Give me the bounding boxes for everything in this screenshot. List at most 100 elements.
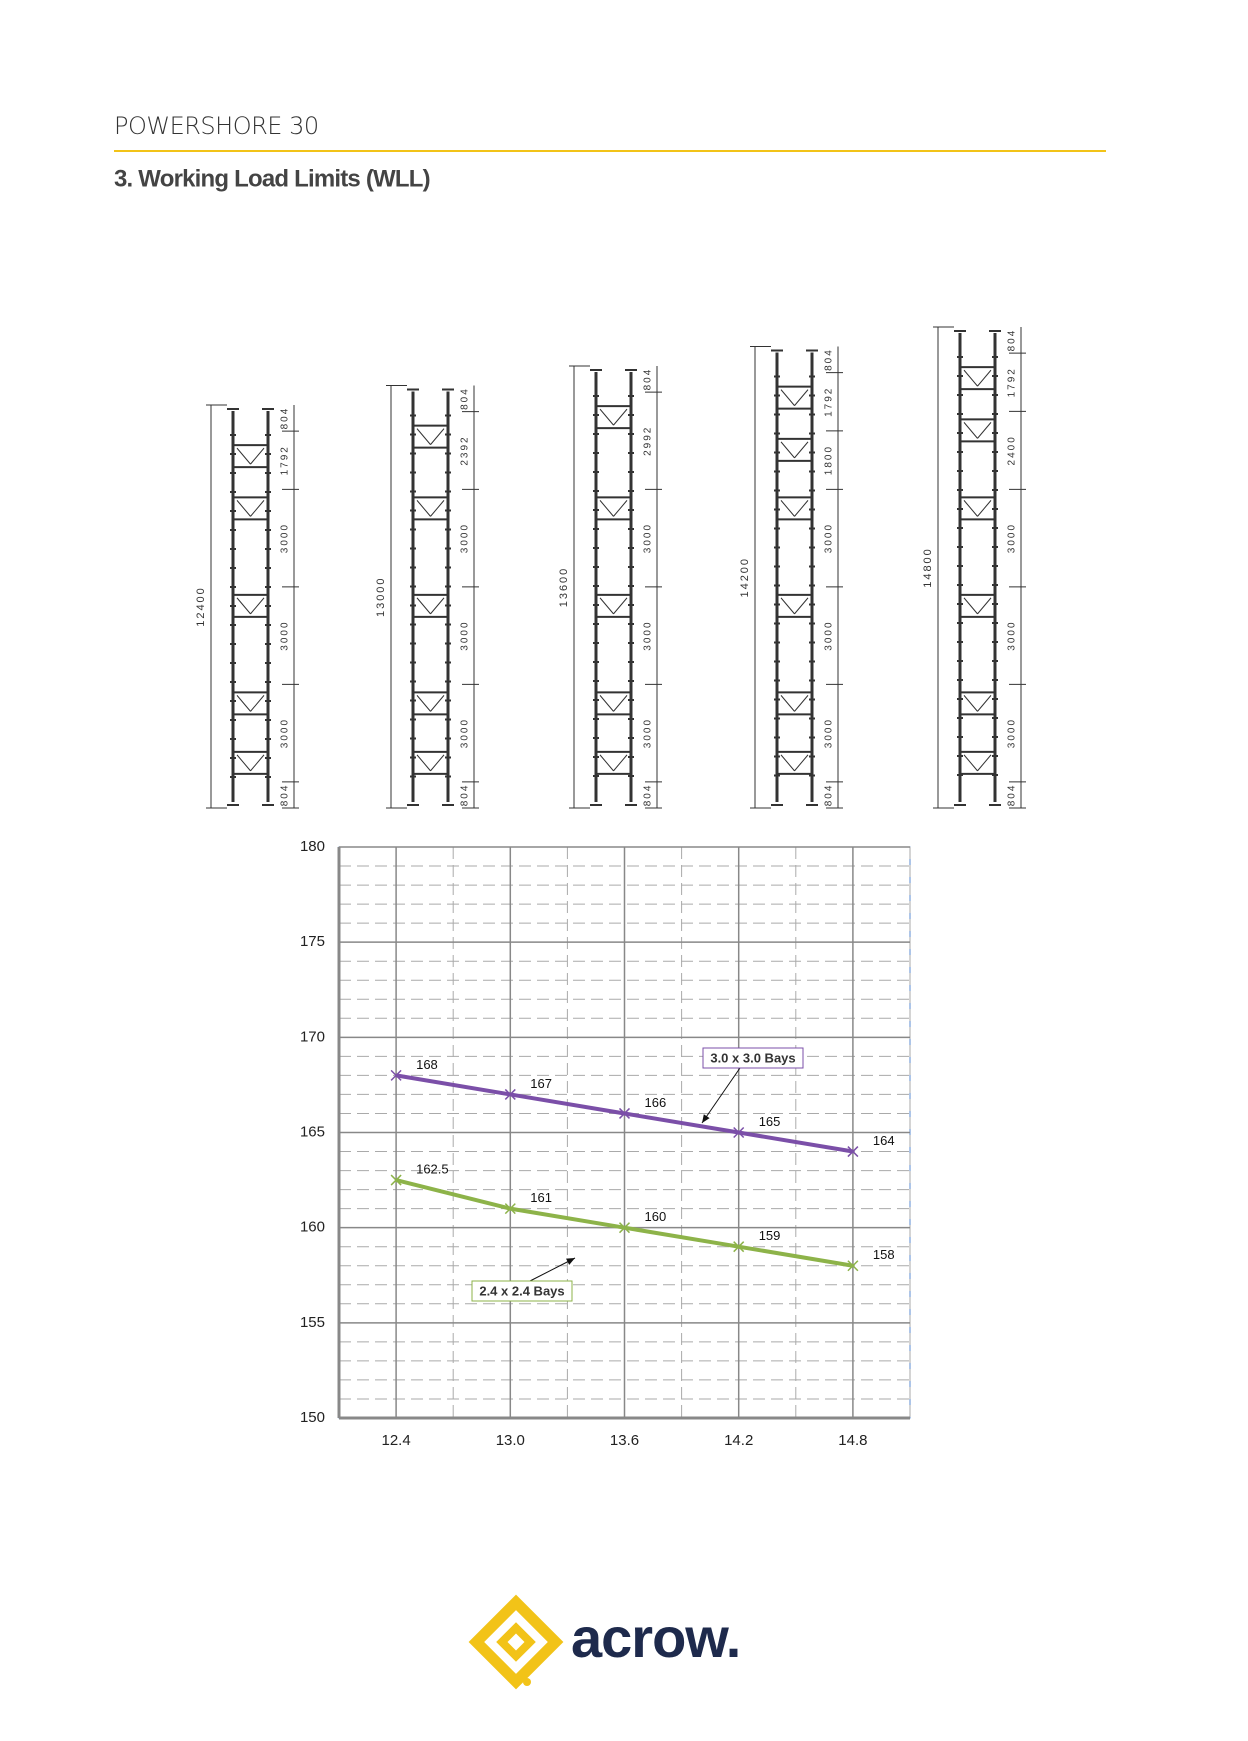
- brace: [977, 597, 992, 615]
- segment-dimension-label: 3000: [280, 718, 291, 748]
- brace: [794, 500, 809, 517]
- segment-dimension-label: 2392: [460, 435, 471, 465]
- y-tick-label: 175: [300, 933, 325, 950]
- data-label: 166: [645, 1095, 667, 1110]
- braced-frame: [232, 444, 269, 469]
- braced-frame: [412, 424, 449, 449]
- brace: [780, 500, 795, 517]
- brace: [416, 695, 431, 712]
- data-point: [847, 1145, 859, 1158]
- data-label: 159: [759, 1228, 781, 1243]
- segment-dimension-label: 2992: [643, 426, 654, 456]
- brace: [613, 754, 628, 772]
- brace: [430, 597, 445, 615]
- data-label: 165: [759, 1114, 781, 1129]
- brace: [250, 500, 265, 517]
- brace: [599, 408, 614, 426]
- brace: [963, 597, 978, 615]
- braced-frame: [412, 593, 449, 618]
- brace: [236, 695, 251, 712]
- braced-frame: [959, 750, 996, 775]
- data-label: 164: [873, 1133, 895, 1148]
- annotation-arrow: [701, 1067, 741, 1124]
- brace: [250, 597, 265, 615]
- brace: [236, 597, 251, 615]
- brace: [613, 695, 628, 712]
- segment-dimension-label: 1800: [824, 445, 835, 475]
- segment-dimension-label: 804: [1007, 329, 1018, 352]
- logo-dot: [523, 1678, 531, 1686]
- data-label: 167: [530, 1076, 552, 1091]
- segment-dimension-label: 804: [824, 348, 835, 371]
- braced-frame: [412, 496, 449, 521]
- tower: 14200 804 1792 1800 3000 3000 3000 804: [739, 346, 843, 809]
- braced-frame: [959, 418, 996, 443]
- brace: [236, 500, 251, 517]
- segment-dimension-label: 804: [280, 784, 291, 807]
- segment-dimension-label: 1792: [824, 387, 835, 417]
- brace: [613, 597, 628, 615]
- braced-frame: [595, 405, 632, 430]
- segment-dimension-label: 804: [1007, 784, 1018, 807]
- brace: [430, 695, 445, 712]
- data-point: [390, 1174, 402, 1186]
- x-tick-label: 14.2: [724, 1432, 753, 1449]
- brace: [794, 389, 809, 406]
- total-dimension-label: 14200: [739, 557, 751, 598]
- section-title: 3. Working Load Limits (WLL): [114, 165, 430, 192]
- braced-frame: [412, 691, 449, 716]
- brace: [430, 754, 445, 772]
- brace: [416, 428, 431, 445]
- data-point: [504, 1203, 516, 1215]
- segment-dimension-label: 3000: [280, 620, 291, 650]
- annotation-box: [471, 1280, 573, 1302]
- brace: [236, 754, 251, 772]
- total-dimension-label: 13600: [558, 567, 570, 608]
- segment-dimension-label: 3000: [824, 718, 835, 748]
- y-tick-label: 165: [300, 1123, 325, 1140]
- y-tick-label: 155: [300, 1314, 325, 1331]
- tower: 14800 804 1792 2400 3000 3000 3000 804: [922, 326, 1026, 809]
- brace: [794, 597, 809, 615]
- x-tick-label: 14.8: [838, 1432, 867, 1449]
- segment-dimension-label: 3000: [824, 620, 835, 650]
- data-label: 162.5: [416, 1162, 449, 1177]
- logo: acrow.: [468, 1594, 741, 1690]
- data-point: [618, 1222, 631, 1234]
- data-label: 168: [416, 1057, 438, 1072]
- total-dimension-label: 13000: [375, 576, 387, 617]
- data-label: 160: [645, 1209, 667, 1224]
- chart: 150 155 160 165 170 175 180 12.4 13.0 13.6 14.2 14.…: [300, 838, 911, 1449]
- brace: [963, 500, 978, 517]
- segment-dimension-label: 804: [460, 387, 471, 410]
- segment-dimension-label: 1792: [280, 445, 291, 475]
- segment-dimension-label: 804: [643, 368, 654, 391]
- total-dimension-label: 12400: [195, 586, 207, 627]
- segment-dimension-label: 3000: [643, 718, 654, 748]
- data-point: [733, 1126, 745, 1139]
- brace: [430, 500, 445, 517]
- arrow-head: [566, 1258, 575, 1265]
- brace: [794, 695, 809, 712]
- brace: [977, 695, 992, 712]
- x-tick-label: 13.0: [496, 1432, 525, 1449]
- braced-frame: [959, 366, 996, 391]
- brace: [963, 695, 978, 712]
- legend-label: 3.0 x 3.0 Bays: [710, 1050, 795, 1065]
- braced-frame: [959, 496, 996, 521]
- segment-dimension-label: 804: [643, 784, 654, 807]
- tower: 13000 804 2392 3000 3000 3000 804: [375, 385, 479, 809]
- segment-dimension-label: 804: [824, 784, 835, 807]
- brace: [780, 597, 795, 615]
- legend-label: 2.4 x 2.4 Bays: [479, 1283, 564, 1298]
- brace: [599, 754, 614, 772]
- segment-dimension-label: 3000: [460, 620, 471, 650]
- brace: [599, 500, 614, 517]
- logo-text: acrow.: [571, 1606, 740, 1669]
- brace: [236, 447, 251, 465]
- braced-frame: [776, 385, 813, 410]
- data-label: 161: [530, 1190, 552, 1205]
- data-label: 158: [873, 1247, 895, 1262]
